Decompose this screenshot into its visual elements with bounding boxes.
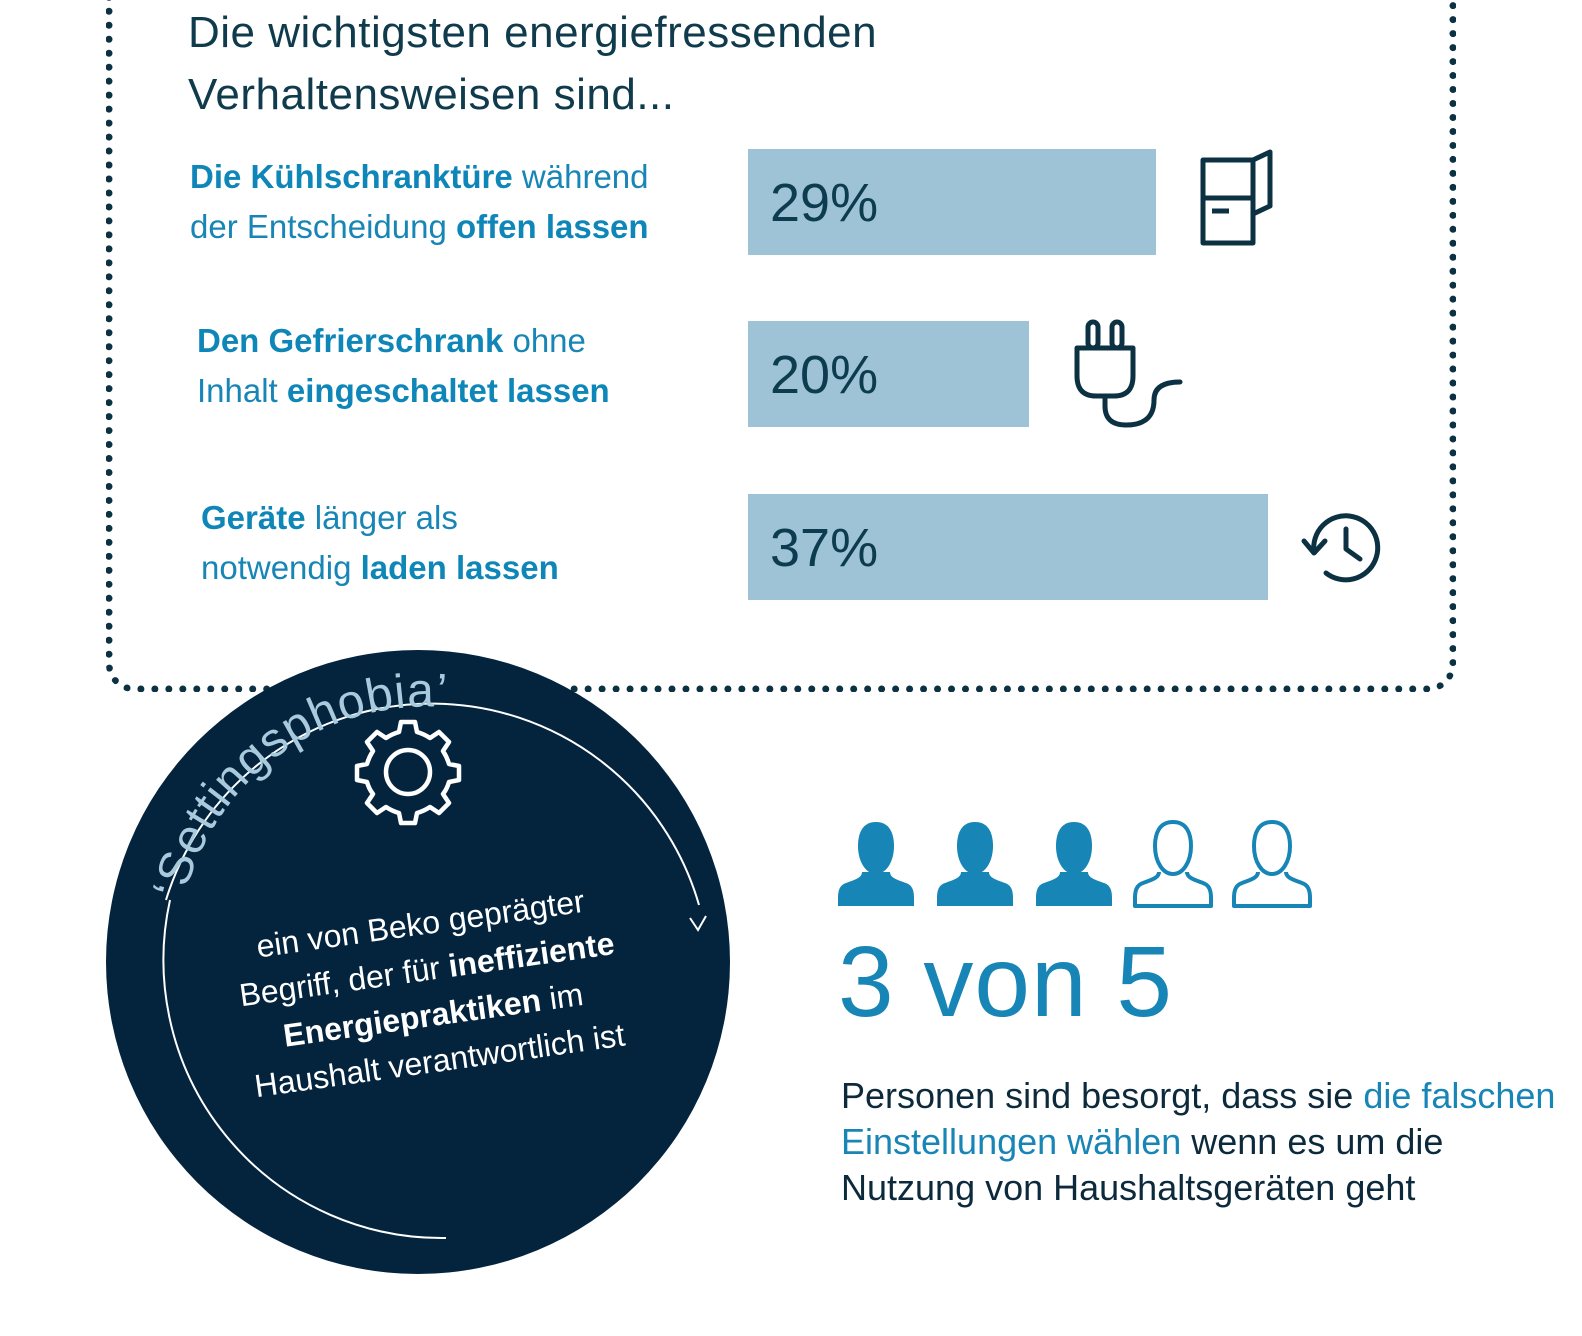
person-outline-icon — [1232, 820, 1312, 908]
headline-line-1: Die wichtigsten energiefressenden — [188, 8, 878, 57]
label-bold: offen lassen — [456, 208, 649, 245]
bubble-ring-line — [162, 899, 447, 1240]
label-bold: Geräte — [201, 499, 306, 536]
label-text: länger als — [305, 499, 458, 536]
person-filled-icon — [937, 822, 1013, 906]
stat-description: Personen sind besorgt, dass sie die fals… — [841, 1073, 1561, 1211]
bubble-curved-title: ‘Settingsphobia’ — [143, 664, 707, 1240]
stat-text-a: Personen sind besorgt, dass sie — [841, 1075, 1364, 1116]
plug-icon — [1074, 319, 1183, 428]
label-bold: eingeschaltet lassen — [286, 372, 610, 409]
bubble-ring-line — [165, 702, 700, 906]
clock-history-icon — [1301, 513, 1381, 583]
person-filled-icon — [838, 822, 914, 906]
person-filled-icon — [1036, 822, 1112, 906]
label-text: notwendig — [201, 549, 361, 586]
behavior-label-fridge-door: Die Kühlschranktüre während der Entschei… — [190, 152, 649, 252]
bar-chart: 29% 20% 37% — [748, 149, 1268, 600]
stat-text-highlight: die falschen Einstellungen wählen — [841, 1075, 1556, 1162]
fridge-icon — [1200, 149, 1273, 246]
behavior-label-freezer: Den Gefrierschrank ohne Inhalt eingescha… — [197, 316, 610, 416]
bubble-title: ‘Settingsphobia’ — [143, 664, 449, 902]
stat-text-b: wenn es um die Nutzung von Haushaltsgerä… — [841, 1121, 1444, 1208]
label-text: der Entscheidung — [190, 208, 457, 245]
bar-value-label-1: 29% — [770, 173, 878, 233]
label-bold: Den Gefrierschrank — [197, 322, 504, 359]
gear-icon — [354, 719, 462, 826]
behavior-label-charging: Geräte länger als notwendig laden lassen — [201, 493, 559, 593]
label-bold: Die Kühlschranktüre — [190, 158, 513, 195]
person-outline-icon — [1133, 820, 1213, 908]
bubble-arrow-head — [689, 915, 707, 932]
bar-value-label-3: 37% — [770, 518, 878, 578]
bar-value-label-2: 20% — [770, 345, 878, 405]
bar-3 — [748, 494, 1268, 600]
stat-big-number: 3 von 5 — [838, 926, 1174, 1038]
bar-1 — [748, 149, 1156, 255]
headline: Die wichtigsten energiefressenden Verhal… — [188, 2, 1088, 126]
bar-2 — [748, 321, 1029, 427]
label-bold: laden lassen — [360, 549, 559, 586]
label-text: ohne — [503, 322, 586, 359]
label-text: während — [512, 158, 649, 195]
people-rating — [838, 820, 1312, 908]
headline-line-2: Verhaltensweisen sind... — [188, 70, 675, 119]
label-text: Inhalt — [197, 372, 287, 409]
dotted-frame — [106, 0, 1456, 692]
